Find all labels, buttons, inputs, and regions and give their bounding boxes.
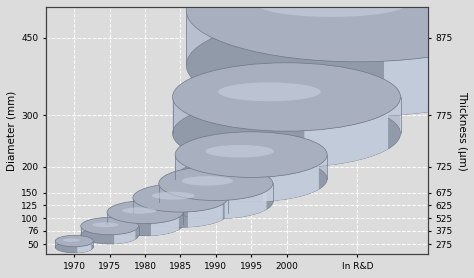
Polygon shape — [107, 212, 183, 236]
Ellipse shape — [173, 63, 401, 131]
Ellipse shape — [92, 222, 118, 227]
Ellipse shape — [182, 176, 233, 186]
Ellipse shape — [186, 14, 474, 116]
Ellipse shape — [81, 227, 138, 244]
Polygon shape — [188, 204, 223, 227]
Ellipse shape — [218, 83, 321, 101]
Polygon shape — [173, 97, 401, 168]
Polygon shape — [81, 226, 138, 244]
Polygon shape — [133, 198, 228, 227]
Polygon shape — [55, 241, 93, 253]
Ellipse shape — [159, 185, 273, 219]
Polygon shape — [77, 244, 91, 253]
Ellipse shape — [255, 0, 409, 17]
Ellipse shape — [175, 132, 327, 177]
Ellipse shape — [107, 201, 183, 224]
Polygon shape — [159, 183, 273, 219]
Ellipse shape — [173, 99, 401, 168]
Ellipse shape — [122, 207, 156, 214]
Polygon shape — [186, 11, 474, 116]
Polygon shape — [151, 217, 179, 236]
Ellipse shape — [63, 239, 80, 242]
Ellipse shape — [55, 235, 93, 247]
Ellipse shape — [107, 213, 183, 236]
Ellipse shape — [152, 192, 195, 200]
Polygon shape — [175, 155, 327, 202]
Ellipse shape — [159, 166, 273, 200]
Polygon shape — [263, 165, 319, 202]
Ellipse shape — [133, 183, 228, 212]
Ellipse shape — [81, 217, 138, 235]
Ellipse shape — [175, 156, 327, 202]
Y-axis label: Thickness (μm): Thickness (μm) — [457, 91, 467, 171]
Y-axis label: Diameter (mm): Diameter (mm) — [7, 91, 17, 171]
Polygon shape — [225, 191, 266, 219]
Ellipse shape — [55, 242, 93, 253]
Ellipse shape — [186, 0, 474, 62]
Polygon shape — [114, 230, 136, 244]
Ellipse shape — [133, 199, 228, 227]
Ellipse shape — [206, 145, 274, 157]
Polygon shape — [384, 34, 474, 116]
Polygon shape — [304, 113, 388, 167]
